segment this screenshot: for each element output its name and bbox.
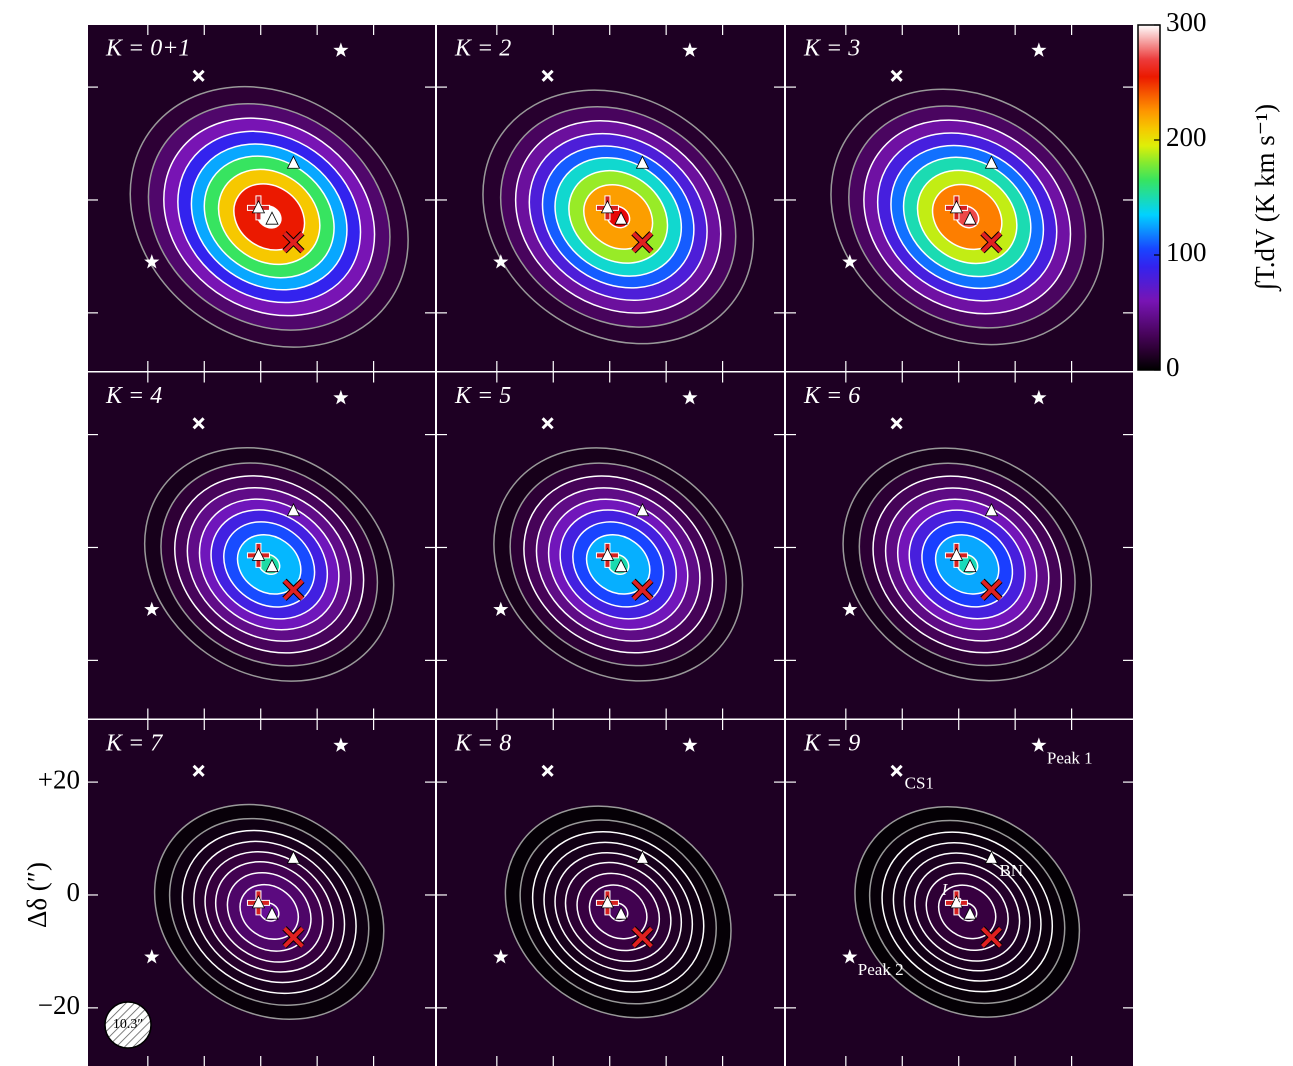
panel: K = 6	[786, 373, 1137, 729]
colorbar-tick-label: 200	[1166, 122, 1207, 152]
colorbar-tick-label: 0	[1166, 352, 1180, 382]
panel-content	[786, 373, 1137, 729]
panel-label: K = 0+1	[105, 36, 190, 62]
panel-content	[88, 373, 439, 729]
y-tick-label: 0	[67, 877, 81, 907]
panel: K = 0+1	[79, 25, 459, 400]
y-tick-label: +20	[38, 764, 80, 794]
panel-label: K = 9	[803, 731, 860, 757]
panel-content	[437, 373, 788, 729]
marker-label: BN	[999, 861, 1023, 880]
y-tick-label: −20	[38, 990, 80, 1020]
colorbar-label: ∫T.dV (K km s⁻¹)	[1250, 104, 1282, 292]
marker-label: Peak 1	[1047, 748, 1093, 767]
panel: K = 8	[437, 720, 784, 1066]
panel-content	[781, 25, 1153, 397]
panel-content	[433, 25, 802, 396]
panel: K = 2	[433, 25, 802, 396]
colorbar	[1138, 25, 1160, 370]
figure: Δδ (″) ∫T.dV (K km s⁻¹) K = 0+1 K = 2 K = …	[0, 0, 1293, 1066]
panel: K = 4	[88, 373, 439, 729]
marker-label: CS1	[905, 774, 934, 793]
panel-label: K = 8	[454, 731, 511, 757]
colorbar-tick-label: 100	[1166, 237, 1207, 267]
page: {"chart_data": { "type": "map-grid", "pa…	[0, 0, 1293, 1066]
panel-label: K = 3	[803, 36, 860, 62]
beam-label: 10.3″	[113, 1017, 144, 1032]
colorbar-tick-label: 300	[1166, 7, 1207, 37]
panel-label: K = 5	[454, 383, 511, 409]
panel-label: K = 2	[454, 36, 511, 62]
y-axis-label: Δδ (″)	[22, 862, 52, 928]
panel: +20 0 −20 K = 7 10.3″	[38, 720, 435, 1066]
panel-label: K = 4	[105, 383, 162, 409]
panel-label: K = 6	[803, 383, 860, 409]
panel: K = 3	[781, 25, 1153, 397]
marker-label: Peak 2	[858, 960, 904, 979]
marker-label: n	[954, 891, 963, 910]
panel-content	[79, 25, 459, 400]
panel: K = 5	[437, 373, 788, 729]
panel-label: K = 7	[105, 731, 163, 757]
panel-content	[437, 720, 784, 1066]
